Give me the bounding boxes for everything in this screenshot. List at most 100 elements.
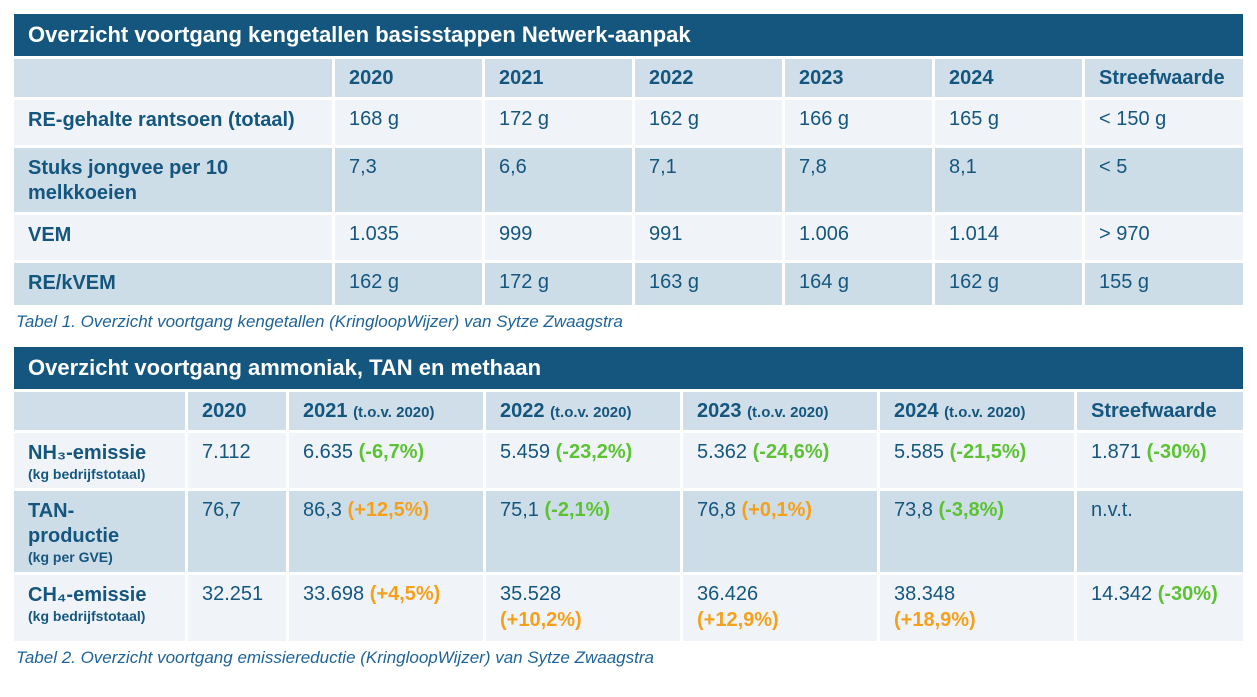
table-kengetallen: Overzicht voortgang kengetallen basissta… — [14, 14, 1243, 332]
cell-percentage: (-30%) — [1146, 441, 1207, 463]
table-cell: 32.251 — [188, 574, 286, 641]
table-cell: 1.035 — [335, 215, 482, 260]
table1-header-2020: 2020 — [335, 59, 482, 97]
cell-percentage: (+4,5%) — [369, 582, 441, 605]
table-row: RE-gehalte rantsoen (totaal) 168 g 172 g… — [14, 100, 1243, 145]
table-cell: 38.348 (+18,9%) — [880, 574, 1074, 641]
row-label: Stuks jongvee per 10 melkkoeien — [14, 148, 332, 212]
table-cell: 76,8 (+0,1%) — [683, 491, 877, 572]
table-cell: 168 g — [335, 100, 482, 145]
cell-percentage: (-3,8%) — [938, 499, 1005, 522]
table-cell: 165 g — [935, 100, 1082, 145]
table2-title: Overzicht voortgang ammoniak, TAN en met… — [28, 355, 542, 380]
row-label-main: NH₃-emissie — [28, 442, 147, 464]
table-cell: > 970 — [1085, 215, 1243, 260]
cell-value: 6.635 — [303, 441, 354, 463]
table-cell: < 5 — [1085, 148, 1243, 212]
table-cell: 5.585 (-21,5%) — [880, 433, 1074, 489]
cell-value: 5.362 — [697, 441, 748, 463]
table-cell: 7.112 — [188, 433, 286, 489]
table2-header-2020: 2020 — [188, 392, 286, 430]
table-cell: 999 — [485, 215, 632, 260]
cell-value: 73,8 — [894, 499, 933, 522]
table1-title-bar: Overzicht voortgang kengetallen basissta… — [14, 14, 1243, 56]
cell-value: 7.112 — [202, 441, 251, 463]
cell-percentage: (+0,1%) — [741, 499, 813, 522]
table-cell: 1.006 — [785, 215, 932, 260]
table-row: RE/kVEM 162 g 172 g 163 g 164 g 162 g 15… — [14, 263, 1243, 305]
cell-value: 86,3 — [303, 499, 342, 522]
table1-header-empty — [14, 59, 332, 97]
table-cell: 35.528 (+10,2%) — [486, 574, 680, 641]
table1-title: Overzicht voortgang kengetallen basissta… — [28, 22, 691, 47]
table-cell: 75,1 (-2,1%) — [486, 491, 680, 572]
cell-percentage: (-2,1%) — [544, 499, 611, 522]
cell-value: 5.585 — [894, 441, 945, 463]
row-label: VEM — [14, 215, 332, 260]
table-row: Stuks jongvee per 10 melkkoeien 7,3 6,6 … — [14, 148, 1243, 212]
table2-header-2024: 2024 (t.o.v. 2020) — [880, 392, 1074, 430]
table2-header-row: 2020 2021 (t.o.v. 2020) 2022 (t.o.v. 202… — [14, 392, 1243, 430]
table-cell: 8,1 — [935, 148, 1082, 212]
cell-value: 76,8 — [697, 499, 736, 522]
cell-value: 38.348 — [894, 582, 956, 605]
table-cell: 1.014 — [935, 215, 1082, 260]
cell-percentage: (+10,2%) — [500, 608, 582, 631]
table-cell: 6,6 — [485, 148, 632, 212]
cell-value: 1.871 — [1091, 441, 1142, 463]
table2-header-2021: 2021 (t.o.v. 2020) — [289, 392, 483, 430]
header-year: 2024 — [894, 400, 939, 422]
table-cell: 36.426 (+12,9%) — [683, 574, 877, 641]
cell-percentage: (-21,5%) — [949, 441, 1027, 463]
cell-percentage: (+12,9%) — [697, 608, 779, 631]
header-note: (t.o.v. 2020) — [550, 404, 632, 421]
table-row: VEM 1.035 999 991 1.006 1.014 > 970 — [14, 215, 1243, 260]
cell-percentage: (+12,5%) — [347, 499, 430, 522]
table-cell: 164 g — [785, 263, 932, 305]
cell-value: 32.251 — [202, 582, 264, 605]
table1-header-streefwaarde: Streefwaarde — [1085, 59, 1243, 97]
table2-header-empty — [14, 392, 185, 430]
table-cell: 33.698 (+4,5%) — [289, 574, 483, 641]
cell-value: 75,1 — [500, 499, 539, 522]
table-cell: n.v.t. — [1077, 491, 1243, 572]
table-cell: 166 g — [785, 100, 932, 145]
table-cell: 162 g — [335, 263, 482, 305]
row-label: RE/kVEM — [14, 263, 332, 305]
cell-value: 33.698 — [303, 582, 365, 605]
cell-percentage: (-6,7%) — [358, 441, 425, 463]
table-cell: 14.342 (-30%) — [1077, 574, 1243, 641]
table-cell: 73,8 (-3,8%) — [880, 491, 1074, 572]
row-label-sub: (kg per GVE) — [28, 549, 113, 566]
table1-header-2022: 2022 — [635, 59, 782, 97]
cell-value: 36.426 — [697, 582, 759, 605]
row-label-main: CH₄-emissie — [28, 583, 147, 606]
table1-header-2023: 2023 — [785, 59, 932, 97]
table-cell: < 150 g — [1085, 100, 1243, 145]
cell-percentage: (-23,2%) — [555, 441, 633, 463]
header-note: (t.o.v. 2020) — [353, 404, 435, 421]
row-label: RE-gehalte rantsoen (totaal) — [14, 100, 332, 145]
table1-header-row: 2020 2021 2022 2023 2024 Streefwaarde — [14, 59, 1243, 97]
table-row: NH₃-emissie (kg bedrijfstotaal) 7.112 6.… — [14, 433, 1243, 489]
cell-percentage: (-24,6%) — [752, 441, 830, 463]
table-row: TAN-productie (kg per GVE) 76,7 86,3 (+1… — [14, 491, 1243, 572]
header-year: 2022 — [500, 400, 545, 422]
cell-percentage: (+18,9%) — [894, 608, 976, 631]
table2-caption: Tabel 2. Overzicht voortgang emissieredu… — [16, 647, 654, 667]
header-year: 2021 — [303, 400, 348, 422]
table-cell: 5.459 (-23,2%) — [486, 433, 680, 489]
table-cell: 5.362 (-24,6%) — [683, 433, 877, 489]
table-cell: 172 g — [485, 100, 632, 145]
table1-header-2024: 2024 — [935, 59, 1082, 97]
row-label-main: TAN-productie — [28, 500, 120, 548]
cell-value: 35.528 — [500, 582, 562, 605]
table-cell: 7,1 — [635, 148, 782, 212]
row-label: CH₄-emissie (kg bedrijfstotaal) — [14, 574, 185, 641]
header-year: 2023 — [697, 400, 742, 422]
cell-value: 14.342 — [1091, 582, 1153, 605]
table1-caption: Tabel 1. Overzicht voortgang kengetallen… — [16, 312, 623, 331]
table2-title-bar: Overzicht voortgang ammoniak, TAN en met… — [14, 347, 1243, 389]
table-row: CH₄-emissie (kg bedrijfstotaal) 32.251 3… — [14, 574, 1243, 641]
row-label-sub: (kg bedrijfstotaal) — [28, 466, 146, 482]
